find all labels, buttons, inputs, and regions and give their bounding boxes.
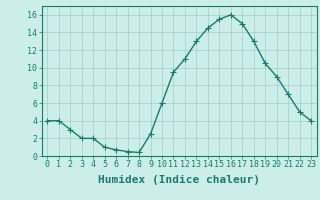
X-axis label: Humidex (Indice chaleur): Humidex (Indice chaleur) (98, 175, 260, 185)
